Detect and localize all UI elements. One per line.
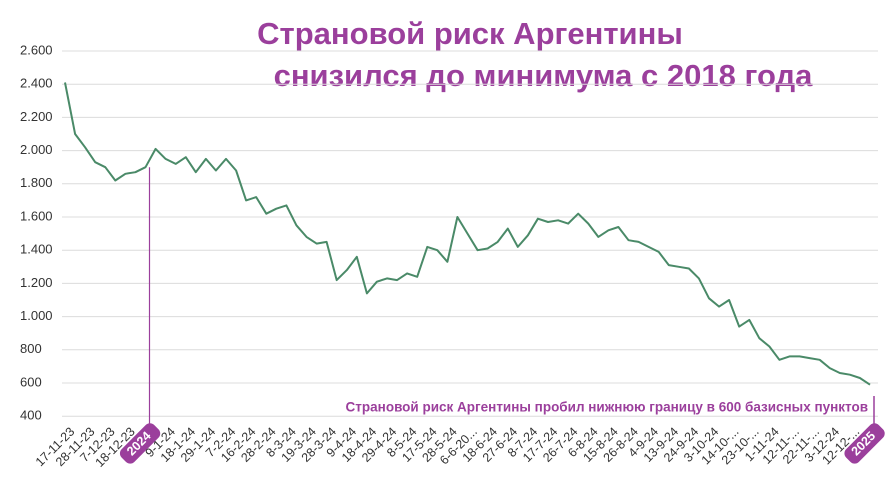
x-tick: 2025 (844, 423, 885, 464)
y-tick-label: 600 (20, 374, 42, 389)
y-tick-label: 2.000 (20, 142, 53, 157)
y-tick-label: 1.400 (20, 242, 53, 257)
year-highlight (119, 423, 161, 464)
chart-title: снизился до минимума с 2018 года (274, 58, 814, 93)
y-tick-label: 1.200 (20, 275, 53, 290)
y-tick-label: 2.200 (20, 109, 53, 124)
year-highlight (844, 423, 885, 464)
y-tick-label: 1.800 (20, 175, 53, 190)
annotation: Страновой риск Аргентины пробил нижнюю г… (346, 400, 868, 415)
data-line (64, 82, 871, 386)
y-tick-label: 2.400 (20, 76, 53, 91)
y-tick-label: 2.600 (20, 42, 53, 57)
y-tick-label: 1.600 (20, 208, 53, 223)
chart-title: Страновой риск Аргентины (257, 16, 683, 51)
y-tick-label: 1.000 (20, 308, 53, 323)
y-tick-label: 400 (20, 408, 42, 423)
y-tick-label: 800 (20, 341, 42, 356)
